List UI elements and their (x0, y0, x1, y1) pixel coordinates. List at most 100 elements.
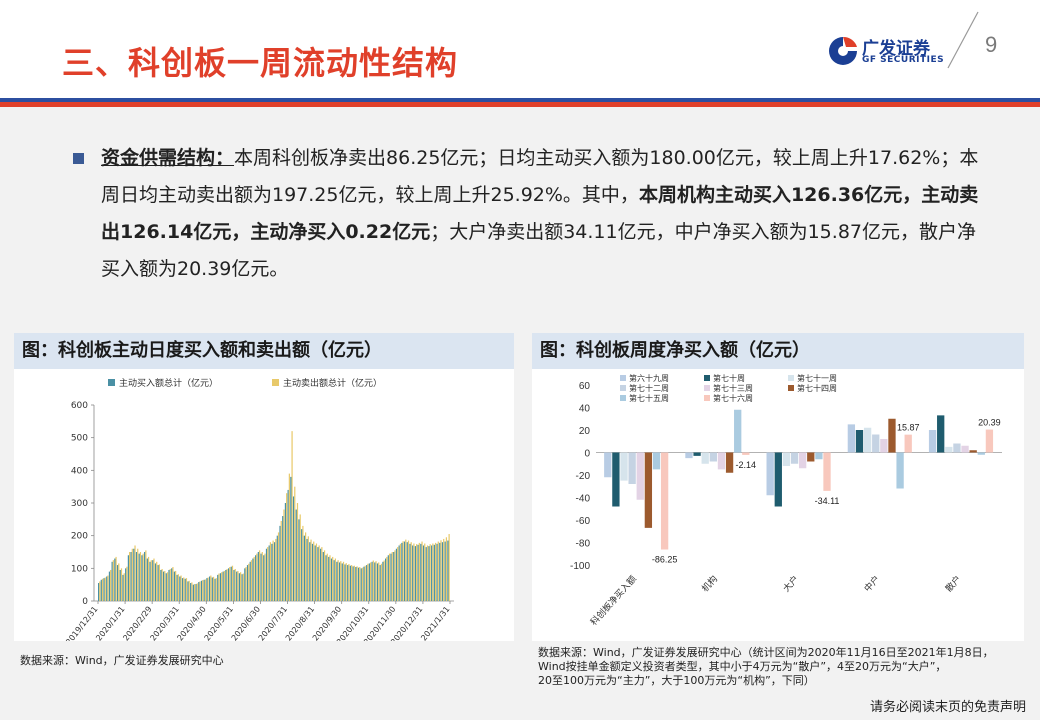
daily-bar (303, 535, 306, 601)
y-tick-label: 500 (71, 434, 88, 444)
legend-label: 第七十周 (713, 373, 745, 383)
daily-bar (383, 560, 385, 601)
daily-bar (161, 568, 163, 601)
daily-bar (387, 555, 389, 601)
daily-bar (116, 565, 119, 601)
daily-bar (349, 565, 352, 601)
daily-bar (127, 555, 130, 601)
daily-bar (433, 544, 435, 601)
daily-bar (291, 431, 293, 601)
daily-bar (421, 541, 423, 601)
daily-bar (406, 542, 408, 601)
daily-bar (172, 567, 174, 601)
daily-bar (313, 541, 315, 601)
daily-bar (344, 564, 346, 601)
daily-bar (398, 545, 400, 601)
slide-header: 三、科创板一周流动性结构 广发证券 GF SECURITIES 9 (0, 0, 1040, 104)
daily-bar (141, 555, 143, 601)
weekly-bar (896, 452, 904, 489)
daily-bar (158, 564, 161, 601)
daily-bar (200, 580, 203, 601)
daily-bar (242, 573, 244, 601)
daily-bar (280, 520, 282, 601)
daily-bar (409, 543, 411, 601)
daily-bar (372, 560, 374, 601)
legend-label: 第七十五周 (629, 393, 669, 403)
daily-bar (134, 545, 136, 601)
daily-bar (425, 547, 427, 601)
daily-bar (227, 568, 230, 601)
daily-bar (294, 486, 296, 601)
right-chart-area: 第六十九周 第七十周 第七十一周 第七十二周 第七十三周 第七十四周 第七十五周 第七十六周 -… (532, 369, 1024, 641)
daily-bar (217, 574, 219, 601)
weekly-bar (977, 452, 985, 455)
legend-swatch (620, 395, 626, 401)
daily-bar (305, 532, 307, 601)
left-chart-area: 主动买入额总计（亿元） 主动卖出额总计（亿元） 0 100 200 300 400 500 60… (14, 369, 514, 647)
data-label: -34.11 (815, 496, 840, 506)
daily-bar (188, 580, 190, 601)
weekly-bar (872, 434, 880, 453)
daily-bar (253, 556, 255, 601)
daily-bar (268, 545, 270, 601)
daily-bar (120, 568, 123, 601)
legend-label: 第七十六周 (713, 393, 753, 403)
daily-bar (436, 543, 438, 601)
daily-bar (444, 541, 446, 601)
y-tick-label: 600 (71, 401, 88, 411)
daily-bar (271, 543, 273, 601)
daily-bar (366, 565, 368, 601)
daily-bar (196, 583, 198, 601)
page-number: 9 (985, 32, 998, 57)
daily-bar (448, 534, 450, 601)
daily-bar (284, 503, 287, 601)
legend-label: 第六十九周 (629, 373, 669, 383)
weekly-bar (880, 439, 888, 453)
daily-bar (135, 552, 138, 601)
daily-bar (261, 552, 263, 601)
daily-bar (439, 542, 441, 601)
daily-bar (407, 540, 410, 601)
daily-bar (162, 571, 165, 601)
daily-bar (209, 576, 211, 601)
daily-bar (371, 561, 373, 601)
daily-bar (369, 562, 372, 601)
daily-bar (104, 577, 106, 601)
daily-bar (276, 535, 278, 601)
daily-bar (414, 546, 417, 601)
daily-bar (233, 569, 235, 601)
daily-bar (282, 516, 284, 601)
legend-swatch (620, 385, 626, 391)
daily-bar (212, 576, 215, 601)
daily-bar (376, 563, 379, 601)
daily-bar (130, 552, 132, 601)
daily-bar (306, 538, 308, 601)
bullet-square (73, 153, 84, 164)
y-tick-label: 400 (71, 466, 88, 476)
daily-bar (241, 574, 243, 601)
logo-english-text: GF SECURITIES (862, 55, 945, 65)
daily-bar (274, 542, 276, 601)
daily-bar (347, 565, 349, 601)
daily-bar (326, 553, 328, 601)
daily-bar (173, 571, 176, 601)
daily-bar (106, 576, 108, 601)
data-label: -2.14 (736, 460, 757, 470)
daily-bar (226, 568, 228, 601)
weekly-bar (985, 429, 994, 453)
daily-bar (126, 566, 128, 601)
daily-bar (244, 568, 246, 601)
legend-label: 第七十二周 (629, 383, 669, 393)
daily-bar (164, 570, 166, 601)
daily-bar (341, 563, 343, 601)
legend-swatch (704, 385, 710, 391)
y-tick-label: 0 (82, 597, 88, 607)
source-line: 20至100万元为“主力”，大于100万元为“机构”，下同） (538, 674, 815, 687)
daily-bar (359, 567, 361, 601)
daily-bar (322, 552, 324, 601)
y-tick-label: 0 (584, 449, 590, 460)
legend-label: 第七十一周 (797, 373, 837, 383)
daily-bar (181, 578, 184, 601)
daily-bar (219, 573, 222, 601)
legend-swatch (788, 385, 794, 391)
